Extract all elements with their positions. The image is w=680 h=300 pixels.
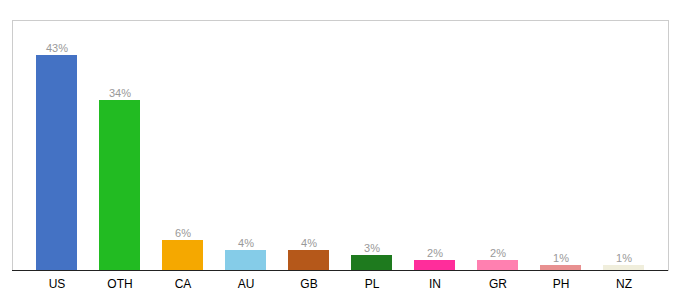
svg-text:2%: 2%: [490, 247, 506, 259]
svg-text:GB: GB: [300, 277, 317, 291]
svg-text:6%: 6%: [175, 227, 191, 239]
svg-text:34%: 34%: [109, 87, 131, 99]
svg-text:PH: PH: [553, 277, 570, 291]
svg-text:US: US: [49, 277, 66, 291]
svg-text:AU: AU: [238, 277, 255, 291]
svg-text:GR: GR: [489, 277, 507, 291]
svg-text:IN: IN: [429, 277, 441, 291]
svg-text:OTH: OTH: [107, 277, 132, 291]
svg-text:4%: 4%: [301, 237, 317, 249]
svg-text:1%: 1%: [616, 252, 632, 264]
svg-text:3%: 3%: [364, 242, 380, 254]
svg-text:43%: 43%: [46, 42, 68, 54]
svg-text:4%: 4%: [238, 237, 254, 249]
svg-text:1%: 1%: [553, 252, 569, 264]
svg-text:CA: CA: [175, 277, 192, 291]
svg-text:2%: 2%: [427, 247, 443, 259]
svg-text:NZ: NZ: [616, 277, 632, 291]
svg-text:PL: PL: [365, 277, 380, 291]
